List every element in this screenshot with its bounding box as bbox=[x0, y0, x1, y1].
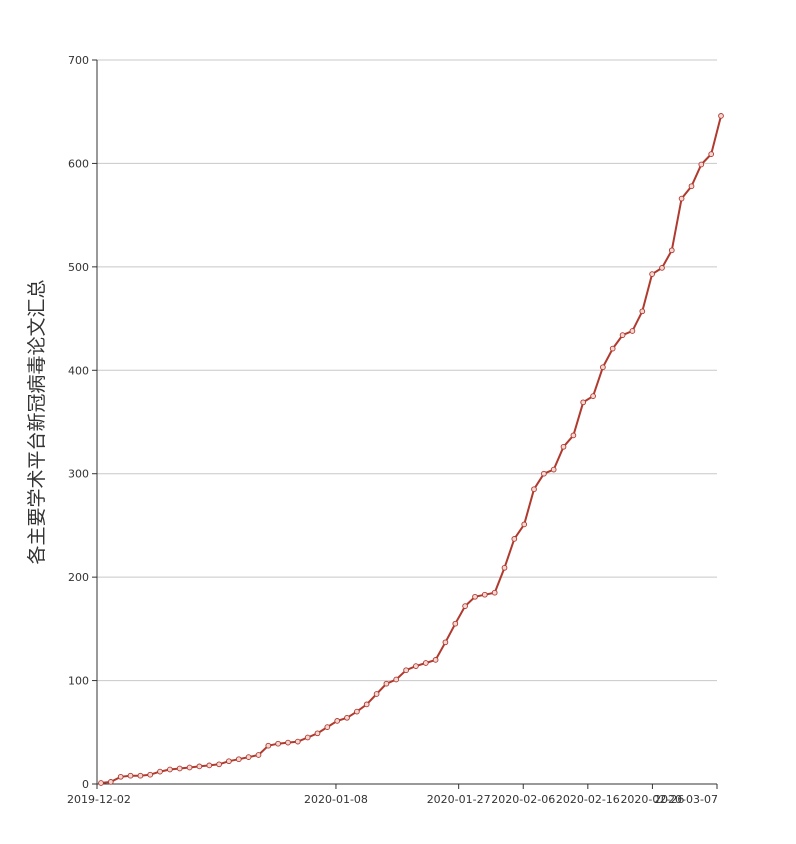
y-tick-label: 600 bbox=[68, 157, 89, 170]
data-point bbox=[157, 768, 163, 775]
data-point bbox=[521, 521, 528, 528]
data-point bbox=[481, 591, 488, 598]
data-point bbox=[501, 564, 508, 571]
x-tick-label: 2020-02-26 bbox=[620, 793, 684, 806]
data-point bbox=[432, 657, 439, 663]
data-point bbox=[196, 763, 203, 770]
y-tick-label: 200 bbox=[68, 571, 89, 584]
data-point bbox=[619, 332, 626, 338]
data-point bbox=[590, 393, 596, 399]
data-point bbox=[413, 663, 419, 669]
data-point bbox=[550, 466, 557, 473]
data-point bbox=[462, 603, 468, 609]
data-point bbox=[314, 730, 321, 737]
data-point bbox=[334, 718, 341, 724]
data-point bbox=[383, 680, 390, 687]
data-point bbox=[403, 667, 409, 674]
data-point bbox=[98, 780, 104, 786]
data-point bbox=[265, 742, 272, 749]
data-point bbox=[491, 589, 498, 596]
data-point bbox=[235, 756, 242, 763]
data-point bbox=[668, 247, 675, 254]
data-point bbox=[147, 771, 154, 778]
data-point bbox=[541, 470, 547, 477]
y-tick-label: 300 bbox=[68, 468, 89, 481]
data-point bbox=[275, 740, 281, 747]
data-point bbox=[560, 443, 567, 450]
data-point bbox=[629, 328, 636, 334]
x-tick-label: 2020-02-06 bbox=[491, 793, 555, 806]
data-point bbox=[354, 708, 360, 715]
x-tick-label: 2020-01-27 bbox=[427, 793, 491, 806]
data-point bbox=[186, 764, 193, 771]
y-axis-label: 各主要学术平台新冠病毒论文汇总 bbox=[26, 279, 48, 564]
data-point bbox=[678, 195, 685, 202]
data-point bbox=[304, 734, 311, 741]
data-point bbox=[127, 772, 134, 779]
data-point bbox=[422, 660, 429, 666]
axes bbox=[96, 60, 717, 785]
gridlines bbox=[97, 59, 717, 682]
data-point bbox=[216, 761, 222, 768]
data-point bbox=[245, 754, 252, 760]
data-point bbox=[600, 364, 606, 371]
data-point bbox=[393, 676, 400, 683]
data-point bbox=[137, 772, 144, 779]
y-tick-label: 700 bbox=[68, 54, 89, 67]
data-point bbox=[659, 265, 665, 271]
x-tick-label: 2020-02-16 bbox=[556, 793, 620, 806]
data-point bbox=[698, 161, 705, 168]
data-point bbox=[167, 766, 173, 773]
data-point bbox=[452, 620, 459, 627]
x-tick-label: 2020-01-08 bbox=[304, 793, 368, 806]
data-point bbox=[206, 762, 213, 769]
data-point bbox=[226, 758, 232, 765]
x-tick-labels: 2019-12-02 2020-01-08 2020-01-27 2020-02-06… bbox=[67, 784, 718, 806]
data-point bbox=[688, 183, 695, 190]
data-point bbox=[363, 701, 370, 708]
y-tick-label: 100 bbox=[68, 675, 89, 688]
y-tick-label: 500 bbox=[68, 261, 89, 274]
data-point bbox=[255, 752, 262, 758]
data-point bbox=[639, 308, 646, 315]
data-point bbox=[344, 714, 350, 721]
data-point bbox=[708, 151, 715, 157]
data-point bbox=[511, 536, 518, 542]
series-line bbox=[100, 115, 722, 784]
data-point bbox=[649, 271, 655, 277]
data-point bbox=[176, 765, 183, 772]
data-point bbox=[570, 432, 577, 439]
data-point bbox=[373, 691, 380, 697]
data-point bbox=[442, 639, 449, 646]
data-point bbox=[117, 773, 124, 780]
y-tick-label: 0 bbox=[82, 778, 89, 791]
x-tick-label: 2020-03-07 bbox=[654, 793, 718, 806]
data-point bbox=[531, 486, 537, 493]
data-point bbox=[472, 593, 478, 600]
data-points bbox=[98, 113, 724, 786]
data-point bbox=[580, 399, 587, 406]
y-tick-labels: 0 100 200 300 400 500 600 700 bbox=[68, 54, 97, 791]
data-point bbox=[324, 724, 331, 730]
x-tick-label: 2019-12-02 bbox=[67, 793, 131, 806]
data-point bbox=[294, 738, 301, 745]
data-point bbox=[718, 113, 724, 119]
data-point bbox=[609, 345, 616, 352]
data-point bbox=[285, 739, 291, 746]
data-point bbox=[107, 779, 114, 785]
y-tick-label: 400 bbox=[68, 364, 89, 377]
